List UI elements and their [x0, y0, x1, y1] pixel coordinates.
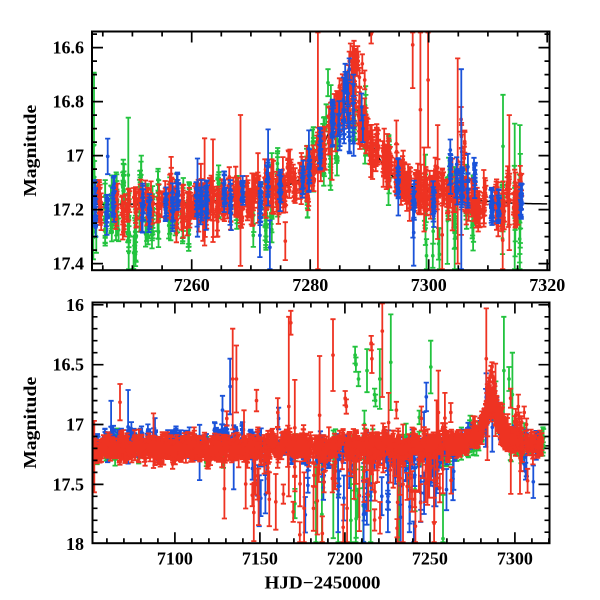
svg-text:16.8: 16.8 [53, 92, 85, 112]
svg-text:Magnitude: Magnitude [20, 377, 40, 469]
svg-text:7280: 7280 [292, 275, 328, 295]
svg-text:7320: 7320 [529, 275, 565, 295]
svg-text:17.4: 17.4 [53, 254, 85, 274]
svg-text:17: 17 [66, 146, 84, 166]
svg-text:7100: 7100 [157, 549, 193, 569]
svg-text:17: 17 [66, 415, 84, 435]
svg-text:Magnitude: Magnitude [20, 105, 40, 197]
svg-text:16.6: 16.6 [53, 38, 85, 58]
svg-text:7260: 7260 [174, 275, 210, 295]
svg-text:17.5: 17.5 [53, 474, 85, 494]
svg-text:7250: 7250 [412, 549, 448, 569]
svg-text:18: 18 [66, 534, 84, 554]
svg-text:7150: 7150 [242, 549, 278, 569]
svg-text:16.5: 16.5 [53, 355, 85, 375]
svg-text:7300: 7300 [497, 549, 533, 569]
svg-text:7200: 7200 [327, 549, 363, 569]
svg-text:7300: 7300 [411, 275, 447, 295]
svg-text:17.2: 17.2 [53, 200, 85, 220]
svg-text:16: 16 [66, 295, 84, 315]
svg-text:HJD−2450000: HJD−2450000 [265, 573, 381, 593]
